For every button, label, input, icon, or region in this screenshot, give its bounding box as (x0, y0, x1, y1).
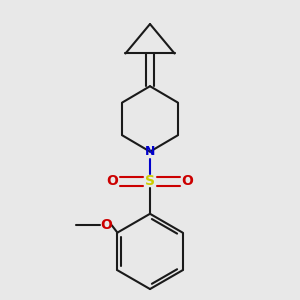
Text: S: S (145, 174, 155, 188)
Text: N: N (145, 145, 155, 158)
Text: O: O (182, 174, 194, 188)
Text: O: O (106, 174, 118, 188)
Text: O: O (100, 218, 112, 232)
